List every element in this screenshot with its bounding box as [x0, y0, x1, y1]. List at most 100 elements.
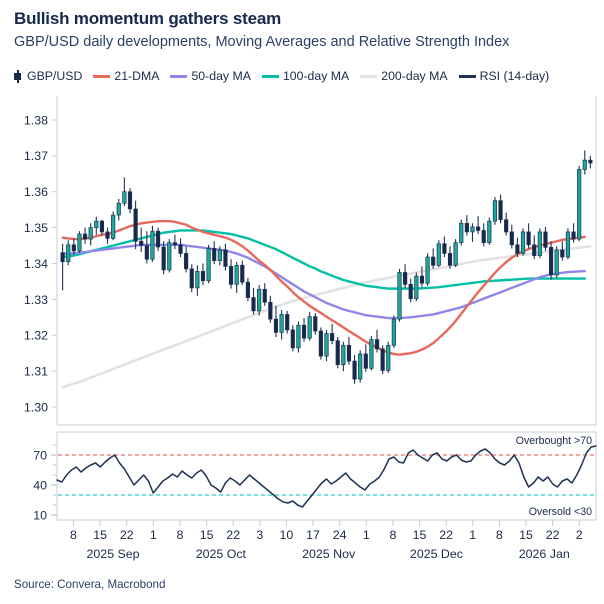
- candlestick: [380, 345, 385, 375]
- candlestick: [268, 295, 273, 323]
- candlestick: [346, 337, 352, 365]
- svg-text:1.36: 1.36: [24, 185, 48, 199]
- candlestick: [279, 310, 284, 340]
- candlestick: [492, 197, 498, 225]
- candlestick: [571, 223, 576, 243]
- svg-text:1.34: 1.34: [24, 257, 48, 271]
- candlestick: [99, 219, 105, 236]
- candlestick: [77, 231, 82, 253]
- moving-average-lines: [61, 219, 592, 389]
- candlestick: [245, 277, 250, 302]
- candlestick: [285, 310, 290, 334]
- candlestick: [251, 287, 256, 315]
- candlestick: [414, 272, 419, 302]
- legend-item-label: 200-day MA: [381, 69, 448, 83]
- candlestick: [548, 241, 554, 280]
- candlestick: [397, 268, 402, 322]
- candlestick: [543, 226, 548, 251]
- price-y-axis: 1.30 1.31 1.32 1.33 1.34 1.35 1.36 1.37 1.38: [24, 113, 57, 414]
- svg-text:40: 40: [33, 479, 47, 493]
- candlestick: [313, 313, 318, 335]
- candlestick: [111, 211, 116, 241]
- legend-item-21-dma[interactable]: 21-DMA: [93, 69, 159, 83]
- rsi-oversold-label: Oversold <30: [529, 506, 592, 518]
- x-axis-month-label: 2025 Nov: [302, 547, 356, 561]
- legend-line-swatch: [261, 74, 279, 78]
- candlestick: [358, 350, 363, 383]
- chart-legend: GBP/USD 21-DMA 50-day MA 100-day MA 200-day …: [12, 68, 560, 84]
- candlestick: [498, 194, 503, 224]
- candlestick: [504, 212, 509, 236]
- x-axis-tick-label: 8: [496, 528, 503, 542]
- candlestick: [223, 243, 228, 271]
- candlestick: [532, 235, 537, 260]
- candlestick: [554, 246, 559, 278]
- legend-item-gbp-usd[interactable]: GBP/USD: [12, 69, 82, 83]
- candlestick: [228, 259, 234, 289]
- candlestick: [71, 238, 76, 255]
- candlestick: [82, 227, 88, 244]
- svg-text:1.32: 1.32: [24, 329, 48, 343]
- candlestick: [206, 244, 211, 284]
- x-axis-tick-label: 8: [177, 528, 184, 542]
- candlestick: [133, 200, 138, 250]
- candlestick: [94, 216, 99, 235]
- candlestick: [116, 198, 121, 221]
- candlestick: [301, 318, 307, 342]
- candlestick: [184, 246, 189, 273]
- candlestick: [324, 329, 329, 362]
- candlestick: [66, 240, 71, 266]
- candlestick: [453, 239, 458, 268]
- candlestick: [408, 278, 413, 303]
- legend-item-rsi-14-day[interactable]: RSI (14-day): [458, 69, 550, 83]
- candlestick: [537, 228, 542, 259]
- svg-text:1.38: 1.38: [24, 113, 48, 127]
- candlestick: [582, 150, 587, 175]
- candlestick: [234, 261, 239, 293]
- candlestick: [88, 223, 93, 246]
- candlestick: [318, 327, 323, 360]
- series-rsi-14-day: [56, 445, 597, 508]
- candlestick: [515, 237, 520, 258]
- candlestick: [436, 240, 441, 268]
- x-axis-tick-label: 15: [93, 528, 107, 542]
- candlestick: [189, 264, 194, 293]
- candlestick: [391, 315, 396, 348]
- legend-item-label: 21-DMA: [114, 69, 160, 83]
- candlestick: [447, 246, 453, 269]
- candlestick: [257, 285, 262, 316]
- legend-item-label: RSI (14-day): [479, 69, 550, 83]
- candlestick: [167, 239, 172, 273]
- series-50-day-ma: [61, 243, 586, 320]
- candlestick: [565, 228, 571, 260]
- svg-text:1.37: 1.37: [24, 149, 48, 163]
- candlestick: [526, 223, 531, 249]
- svg-text:1.30: 1.30: [24, 400, 48, 414]
- candlestick: [386, 341, 391, 373]
- legend-item-100-day-ma[interactable]: 100-day MA: [261, 69, 350, 83]
- legend-line-swatch: [360, 74, 378, 78]
- rsi-panel: 10 40 70 Overbought >70 Oversold <30: [33, 435, 597, 523]
- legend-item-200-day-ma[interactable]: 200-day MA: [360, 69, 448, 83]
- candlestick: [425, 253, 430, 286]
- x-axis-tick-label: 1: [363, 528, 370, 542]
- candlestick-icon: [12, 69, 23, 83]
- chart-subtitle: GBP/USD daily developments, Moving Avera…: [14, 34, 510, 50]
- x-axis-tick-label: 8: [70, 528, 77, 542]
- candlestick: [577, 165, 582, 242]
- source-note: Source: Convera, Macrobond: [14, 578, 166, 591]
- candlestick: [240, 260, 245, 286]
- legend-item-50-day-ma[interactable]: 50-day MA: [170, 69, 251, 83]
- x-axis-tick-label: 3: [256, 528, 263, 542]
- legend-item-label: 100-day MA: [282, 69, 350, 83]
- svg-text:10: 10: [33, 509, 47, 523]
- x-axis-tick-label: 2: [576, 528, 583, 542]
- svg-text:70: 70: [33, 449, 47, 463]
- x-axis-tick-label: 15: [413, 528, 427, 542]
- candlestick: [178, 238, 183, 258]
- legend-line-swatch: [170, 74, 188, 78]
- x-axis-month-label: 2026 Jan: [519, 547, 570, 561]
- candlestick: [481, 223, 486, 247]
- series-21-dma: [61, 219, 586, 356]
- candlestick: [330, 323, 335, 345]
